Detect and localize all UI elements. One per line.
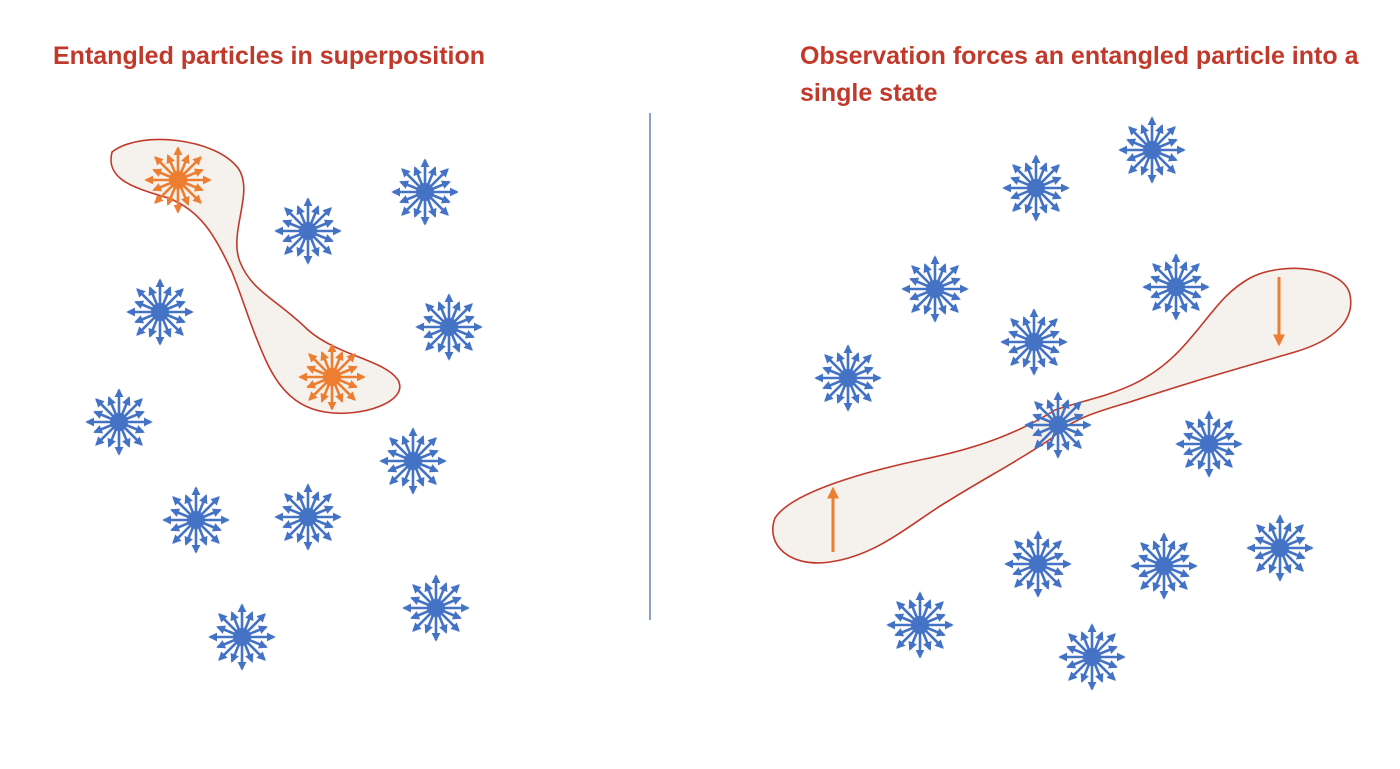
particle-icon	[1130, 532, 1198, 600]
particle-icon	[1246, 514, 1314, 582]
particle-icon	[379, 427, 447, 495]
particle-icon	[901, 255, 969, 323]
right-panel-title: Observation forces an entangled particle…	[800, 42, 1359, 107]
particle-icon	[1002, 154, 1070, 222]
particle-icon	[85, 388, 153, 456]
particle-icon	[1004, 530, 1072, 598]
particle-icon	[886, 591, 954, 659]
particle-icon	[274, 197, 342, 265]
particle-icon	[1142, 253, 1210, 321]
particle-icon	[1000, 308, 1068, 376]
particle-icon	[1058, 623, 1126, 691]
particle-icon	[1175, 410, 1243, 478]
particle-icon	[391, 158, 459, 226]
particle-icon	[402, 574, 470, 642]
particle-icon	[1118, 116, 1186, 184]
entangled-particle-icon	[298, 343, 366, 411]
particle-icon	[274, 483, 342, 551]
particle-icon	[415, 293, 483, 361]
particle-icon	[1024, 391, 1092, 459]
particle-icon	[162, 486, 230, 554]
entangled-particle-icon	[144, 146, 212, 214]
particle-icon	[208, 603, 276, 671]
particle-icon	[814, 344, 882, 412]
particle-icon	[126, 278, 194, 346]
left-panel-title: Entangled particles in superposition	[53, 42, 486, 70]
